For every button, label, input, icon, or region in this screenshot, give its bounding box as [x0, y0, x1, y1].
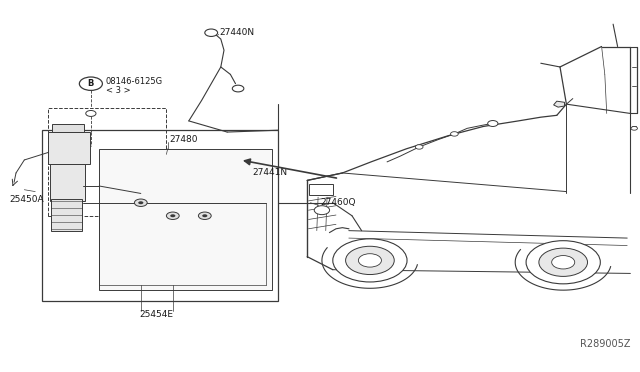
Circle shape	[346, 246, 394, 275]
Circle shape	[134, 199, 147, 206]
Text: < 3 >: < 3 >	[106, 86, 130, 95]
Circle shape	[198, 212, 211, 219]
Bar	[48, 108, 166, 216]
Circle shape	[232, 85, 244, 92]
Circle shape	[358, 254, 381, 267]
Text: 25450A: 25450A	[10, 195, 44, 203]
Text: 08146-6125G: 08146-6125G	[106, 77, 163, 86]
Circle shape	[631, 126, 637, 130]
Circle shape	[526, 241, 600, 284]
Circle shape	[333, 239, 407, 282]
Circle shape	[415, 145, 423, 149]
Text: 27441N: 27441N	[253, 169, 288, 177]
Polygon shape	[554, 101, 564, 107]
Circle shape	[86, 110, 96, 116]
Circle shape	[170, 214, 175, 217]
Circle shape	[79, 77, 102, 90]
Bar	[48, 132, 90, 164]
Text: 27460Q: 27460Q	[320, 198, 355, 207]
Circle shape	[202, 214, 207, 217]
Bar	[99, 149, 272, 290]
Bar	[52, 124, 84, 132]
Bar	[51, 199, 82, 231]
Circle shape	[488, 121, 498, 126]
Circle shape	[451, 132, 458, 136]
Circle shape	[314, 206, 330, 215]
Text: B: B	[88, 79, 94, 88]
Circle shape	[539, 248, 588, 276]
Text: 25454E: 25454E	[140, 310, 174, 319]
Text: 27480: 27480	[170, 135, 198, 144]
Bar	[42, 130, 278, 301]
Circle shape	[205, 29, 218, 36]
Text: 27440N: 27440N	[219, 28, 254, 37]
Circle shape	[138, 201, 143, 204]
Text: R289005Z: R289005Z	[580, 339, 630, 349]
Bar	[50, 164, 85, 201]
Circle shape	[166, 212, 179, 219]
Circle shape	[552, 256, 575, 269]
Bar	[309, 184, 333, 195]
